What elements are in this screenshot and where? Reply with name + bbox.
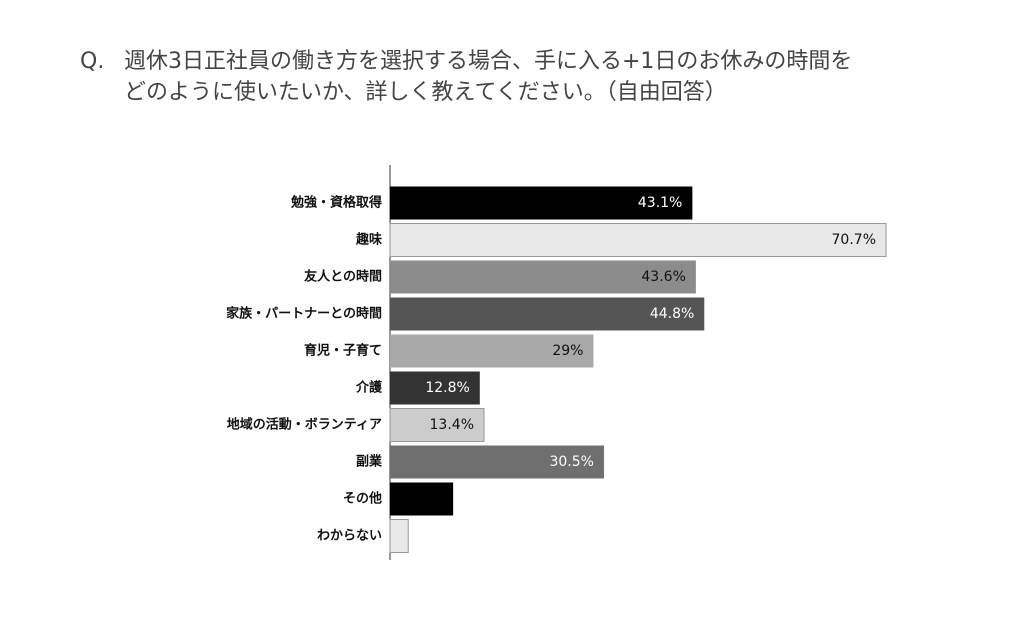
bar [389,223,887,257]
bar [390,334,594,368]
value-label: 30.5% [549,454,593,470]
category-label: 介護 [355,380,383,396]
value-label: 44.8% [650,306,694,322]
value-label: 43.1% [638,195,682,211]
value-label: 12.8% [425,380,469,396]
value-label: 13.4% [430,417,474,433]
value-label: 29% [552,343,583,359]
bar [389,408,485,442]
bar [390,371,480,405]
bar [390,297,705,331]
category-label: 育児・子育て [304,343,382,359]
bar [389,519,409,553]
category-label: 趣味 [355,232,382,248]
value-label: 43.6% [641,269,685,285]
category-label: 副業 [356,454,383,470]
bar [390,482,454,516]
category-label: 地域の活動・ボランティア [227,417,382,433]
chart-title: どのように使いたいか、詳しく教えてください。（自由回答） [124,80,727,105]
category-label: 家族・パートナーとの時間 [226,306,382,322]
chart-title: 週休3日正社員の働き方を選択する場合、手に入る+1日のお休みの時間を [124,49,852,74]
value-label: 70.7% [832,232,876,248]
category-label: 友人との時間 [304,269,382,285]
category-label: 勉強・資格取得 [290,195,382,211]
bar [390,186,693,220]
question-label: Q. [80,49,104,74]
bar [390,260,696,294]
category-label: わからない [317,529,382,544]
bar [390,445,604,479]
category-label: その他 [343,491,382,507]
